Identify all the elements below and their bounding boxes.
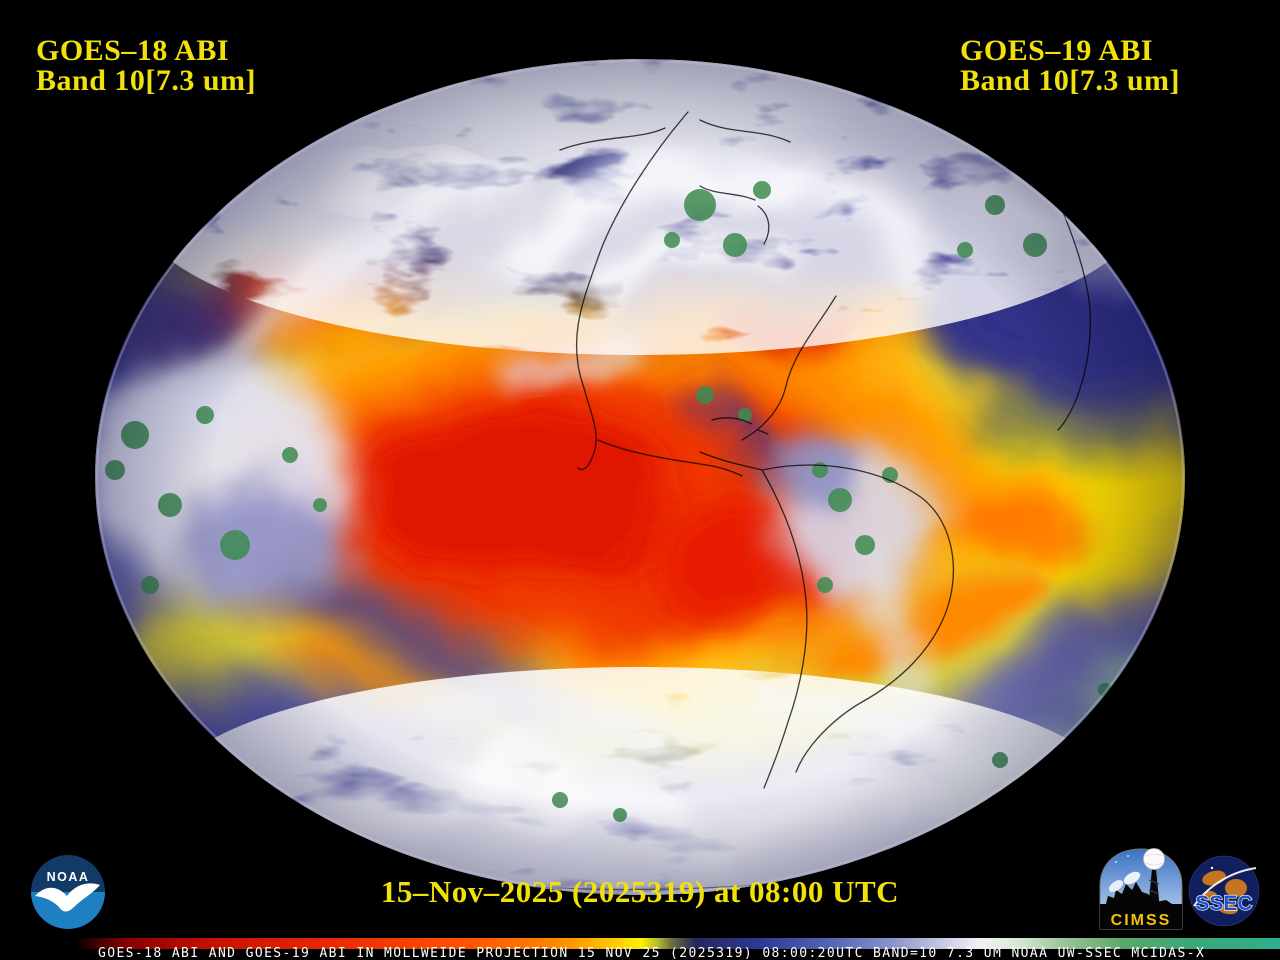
timestamp-caption: 15–Nov–2025 (2025319) at 08:00 UTC	[380, 874, 900, 909]
goes18-band-name: Band 10[7.3 um]	[36, 64, 257, 97]
footer-annotation-text: GOES-18 ABI AND GOES-19 ABI IN MOLLWEIDE…	[98, 946, 1206, 960]
goes19-satellite-name: GOES–19 ABI	[960, 34, 1154, 67]
goes19-label: GOES–19 ABI Band 10[7.3 um]	[960, 36, 1180, 96]
orbit-track-icon	[1193, 867, 1257, 907]
colorbar-gradient	[75, 938, 1280, 949]
limb-vignette	[95, 59, 1185, 895]
cimss-logo-text: CIMSS	[1111, 912, 1172, 929]
goes18-label: GOES–18 ABI Band 10[7.3 um]	[36, 36, 256, 96]
satellite-dish-icon	[1108, 880, 1124, 892]
cimss-logo: CIMSS	[1099, 848, 1183, 930]
skyline-silhouette	[1100, 882, 1182, 929]
limb-rim	[96, 60, 1184, 894]
radome-icon	[1143, 848, 1165, 870]
satellite-dish-icon	[1123, 871, 1141, 885]
goes18-satellite-name: GOES–18 ABI	[36, 34, 230, 67]
noaa-logo: NOAA	[31, 855, 105, 929]
goes19-band-name: Band 10[7.3 um]	[960, 64, 1181, 97]
noaa-logo-text: NOAA	[47, 870, 90, 884]
ssec-logo: SSEC	[1188, 855, 1260, 927]
ssec-logo-text: SSEC	[1195, 892, 1252, 915]
noaa-seagull-icon	[35, 883, 100, 912]
